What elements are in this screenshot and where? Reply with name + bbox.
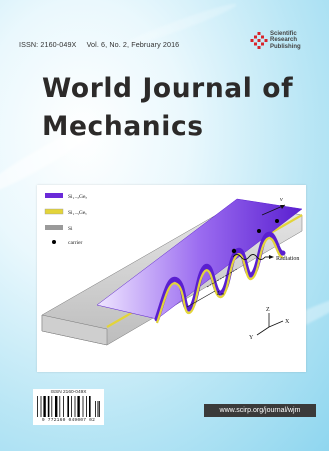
legend-swatch-carrier bbox=[52, 240, 56, 244]
barcode-bar bbox=[86, 396, 87, 417]
legend-label-si: Si bbox=[68, 226, 73, 232]
barcode-addon-bar bbox=[97, 401, 99, 417]
radiation-label: Radiation bbox=[276, 256, 299, 262]
volume-issue-text: Vol. 6, No. 2, February 2016 bbox=[86, 40, 180, 49]
legend-swatch-sige-x bbox=[45, 193, 63, 198]
axis-z-label: Z bbox=[266, 307, 270, 313]
barcode-addon-bar bbox=[95, 401, 96, 417]
barcode-issn: ISSN 2160-049X bbox=[50, 390, 87, 395]
barcode-bar bbox=[82, 396, 84, 417]
legend-swatch-si bbox=[45, 225, 63, 230]
sige-x-top-layer bbox=[96, 198, 303, 320]
publisher-logo: Scientific Research Publishing bbox=[249, 30, 315, 56]
carrier-dot bbox=[257, 229, 261, 233]
barcode-bar bbox=[71, 396, 72, 417]
substrate-front-face bbox=[41, 314, 108, 346]
publisher-name: Scientific Research Publishing bbox=[270, 31, 301, 50]
wavelength-label: Lₘ bbox=[216, 291, 224, 297]
barcode-bar bbox=[63, 396, 64, 417]
barcode-bar bbox=[37, 396, 38, 417]
cover-figure: Si₁₋ₓGeₓ Si₁₋ᵧGeᵧ Si carrier bbox=[37, 185, 306, 372]
issn-text: ISSN: 2160-049X bbox=[19, 40, 77, 49]
journal-title-line-1: World Journal of bbox=[42, 73, 294, 104]
barcode-bar bbox=[51, 396, 53, 417]
barcode-bar bbox=[43, 396, 46, 417]
barcode: ISSN 2160-049X 9 772160 049007 02 bbox=[33, 389, 104, 425]
carrier-dot bbox=[231, 248, 237, 254]
radiation-wave bbox=[232, 254, 266, 260]
barcode-addon-bar bbox=[99, 401, 100, 417]
issue-info: ISSN: 2160-049X Vol. 6, No. 2, February … bbox=[19, 40, 187, 49]
barcode-bar bbox=[47, 396, 50, 417]
carrier-dot bbox=[275, 219, 279, 223]
radiation-arrowhead-icon bbox=[269, 255, 274, 259]
barcode-bar bbox=[59, 396, 61, 417]
coordinate-axes: Z X Y bbox=[249, 307, 290, 341]
legend-swatch-sige-y bbox=[44, 208, 64, 215]
waveguide-illustration: Si₁₋ₓGeₓ Si₁₋ᵧGeᵧ Si carrier bbox=[41, 193, 303, 346]
wavy-ridge bbox=[154, 231, 286, 322]
wavy-ridge-yellow bbox=[155, 237, 284, 324]
axis-x-label: X bbox=[285, 319, 290, 325]
journal-title-line-2: Mechanics bbox=[42, 111, 204, 142]
journal-title: World Journal of Mechanics bbox=[42, 70, 312, 146]
legend-label-sige-y: Si₁₋ᵧGeᵧ bbox=[68, 210, 87, 216]
legend-label-sige-x: Si₁₋ₓGeₓ bbox=[68, 194, 87, 200]
barcode-bars-icon bbox=[37, 396, 100, 417]
barcode-bar bbox=[55, 396, 58, 417]
barcode-bar bbox=[40, 396, 42, 417]
axis-y-label: Y bbox=[249, 335, 254, 341]
figure-legend: Si₁₋ₓGeₓ Si₁₋ᵧGeᵧ Si carrier bbox=[44, 193, 87, 246]
barcode-bar bbox=[77, 396, 80, 417]
velocity-label: v bbox=[280, 197, 283, 203]
barcode-digits: 9 772160 049007 02 bbox=[41, 418, 96, 423]
barcode-bar bbox=[89, 396, 91, 417]
scirp-logo-icon bbox=[250, 32, 268, 49]
wavelength-dimension-line bbox=[186, 290, 216, 308]
journal-url[interactable]: www.scirp.org/journal/wjm bbox=[204, 404, 316, 417]
barcode-bar bbox=[67, 396, 69, 417]
legend-label-carrier: carrier bbox=[68, 240, 83, 246]
velocity-arrowhead-icon bbox=[280, 205, 285, 209]
barcode-bar bbox=[74, 396, 76, 417]
